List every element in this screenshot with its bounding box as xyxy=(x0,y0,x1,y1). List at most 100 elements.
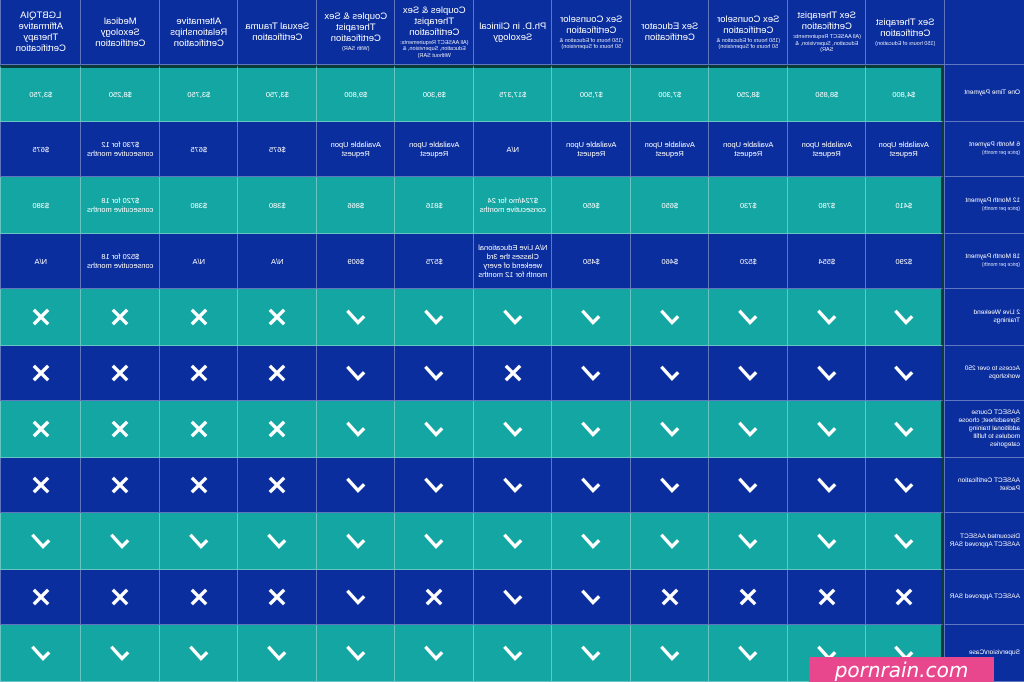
table-cell xyxy=(80,401,159,458)
check-icon xyxy=(737,418,759,440)
table-cell xyxy=(394,570,473,625)
table-cell xyxy=(551,513,630,570)
cell-value: $460 xyxy=(661,256,679,266)
table-cell: $380 xyxy=(0,177,81,234)
check-icon xyxy=(109,642,131,664)
check-icon xyxy=(188,642,210,664)
cross-icon xyxy=(423,586,445,608)
table-cell xyxy=(316,458,395,513)
table-cell xyxy=(865,401,944,458)
check-icon xyxy=(188,530,210,552)
table-cell: $8,850 xyxy=(787,65,866,122)
row-label-text: 6 Month Payment xyxy=(969,141,1020,148)
column-title: Alternative Relationships Certification xyxy=(170,15,228,49)
cell-value: N/A xyxy=(506,144,520,154)
table-cell xyxy=(0,513,81,570)
table-cell: $675 xyxy=(237,122,316,177)
cross-icon xyxy=(30,362,52,384)
check-icon xyxy=(109,530,131,552)
table-cell: N/A Live Educational Classes the 3rd wee… xyxy=(473,234,552,289)
table-cell xyxy=(708,625,787,682)
check-icon xyxy=(502,586,524,608)
cell-value: $410 xyxy=(895,200,913,210)
cell-value: $3,750 xyxy=(187,90,211,99)
column-header: Sex Therapist Certification (All AASECT R… xyxy=(787,0,866,65)
row-label-text: 18 Month Payment xyxy=(965,253,1020,260)
check-icon xyxy=(659,306,681,328)
row-label: AASECT Certification Packet xyxy=(944,458,1024,513)
table-cell xyxy=(0,401,81,458)
table-cell xyxy=(316,289,395,346)
cell-value: N/A xyxy=(192,256,206,266)
check-icon xyxy=(659,418,681,440)
check-icon xyxy=(659,362,681,384)
cell-value: $4,800 xyxy=(892,90,916,99)
row-label-text: Access to over 250 workshops xyxy=(964,365,1020,380)
check-icon xyxy=(580,306,602,328)
column-subtitle: (150 hours of Education & 50 hours of Su… xyxy=(716,37,781,51)
column-title: Sexual Trauma Certification xyxy=(245,21,310,43)
row-label-text: One Time Payment xyxy=(964,89,1020,96)
table-cell xyxy=(551,289,630,346)
row-label-subtext: (price per month) xyxy=(981,150,1020,156)
check-icon xyxy=(423,362,445,384)
column-title: Sex Therapist Certification xyxy=(797,10,856,33)
cell-value: Available Upon Request xyxy=(566,140,617,158)
table-cell: $450 xyxy=(551,234,630,289)
cell-value: $17,375 xyxy=(499,90,527,99)
table-cell xyxy=(865,513,944,570)
table-cell xyxy=(473,513,552,570)
cell-value: $780 xyxy=(818,200,836,210)
watermark-badge: pornrain.com xyxy=(809,657,994,682)
column-header: Ph.D. in Clinical Sexology xyxy=(473,0,552,65)
column-subtitle: (With SAR) xyxy=(342,46,370,53)
check-icon xyxy=(893,362,915,384)
table-cell xyxy=(708,458,787,513)
cell-value: $380 xyxy=(268,200,286,210)
cell-value: $730 xyxy=(739,200,757,210)
table-cell: $3,750 xyxy=(0,65,81,122)
row-label-text: AASECT Certification Packet xyxy=(957,477,1020,492)
cross-icon xyxy=(30,586,52,608)
check-icon xyxy=(737,530,759,552)
table-cell xyxy=(237,625,316,682)
column-header: Sex Therapist Certification (150 hours of… xyxy=(865,0,944,65)
check-icon xyxy=(423,306,445,328)
row-label-text: 2 Live Weekend Trainings xyxy=(973,309,1021,324)
check-icon xyxy=(816,418,838,440)
column-header: Sexual Trauma Certification xyxy=(237,0,316,65)
check-icon xyxy=(580,418,602,440)
check-icon xyxy=(893,418,915,440)
column-header: Couples & Sex Therapist Certification (Al… xyxy=(394,0,473,65)
table-cell: $609 xyxy=(316,234,395,289)
table-cell xyxy=(394,346,473,401)
check-icon xyxy=(345,642,367,664)
table-cell: $7,300 xyxy=(630,65,709,122)
table-cell: $380 xyxy=(237,177,316,234)
cell-value: $7,300 xyxy=(658,90,682,99)
check-icon xyxy=(30,642,52,664)
row-label-text: Supervision/Case xyxy=(969,649,1020,656)
cell-value: Available Upon Request xyxy=(801,140,852,158)
table-cell xyxy=(316,346,395,401)
table-cell: $780 xyxy=(787,177,866,234)
check-icon xyxy=(345,306,367,328)
cell-value: $650 xyxy=(582,200,600,210)
watermark-text: pornrain.com xyxy=(834,657,969,682)
cross-icon xyxy=(266,418,288,440)
cell-value: $554 xyxy=(818,256,836,266)
row-label: 18 Month Payment (price per month) xyxy=(944,234,1024,289)
table-cell xyxy=(159,513,238,570)
table-cell xyxy=(787,401,866,458)
cell-value: $720 for 18 consecutive months xyxy=(87,196,154,214)
row-label: 12 Month Payment (price per month) xyxy=(944,177,1024,234)
cross-icon xyxy=(188,474,210,496)
column-header: Alternative Relationships Certification xyxy=(159,0,238,65)
table-cell xyxy=(865,570,944,625)
column-header: Sex Counselor Certification (150 hours of… xyxy=(708,0,787,65)
table-cell xyxy=(316,513,395,570)
table-cell: $650 xyxy=(630,177,709,234)
table-cell xyxy=(80,570,159,625)
table-cell xyxy=(787,346,866,401)
table-cell xyxy=(316,570,395,625)
